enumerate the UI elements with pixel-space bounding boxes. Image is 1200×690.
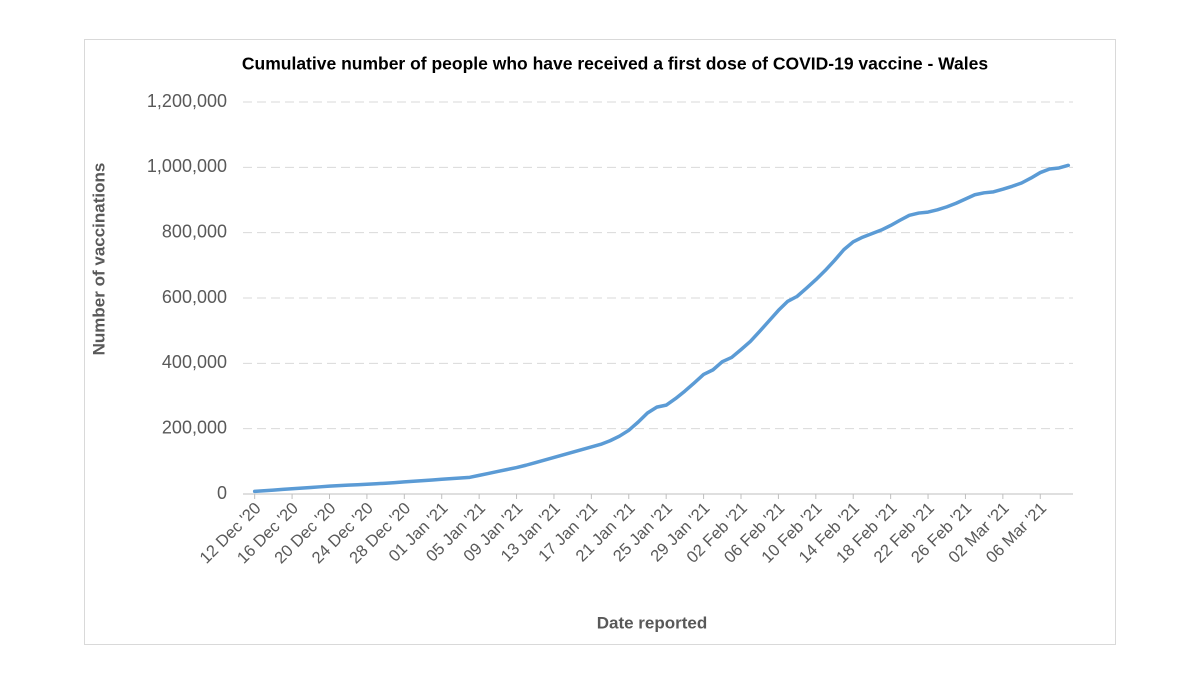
y-tick-label: 200,000 — [162, 417, 227, 437]
y-tick-label: 0 — [217, 483, 227, 503]
data-line — [252, 163, 1071, 494]
y-tick-label: 1,200,000 — [147, 91, 227, 111]
y-tick-label: 1,000,000 — [147, 156, 227, 176]
y-tick-label: 400,000 — [162, 352, 227, 372]
x-axis-title: Date reported — [597, 613, 708, 632]
y-tick-label: 800,000 — [162, 221, 227, 241]
y-axis-title: Number of vaccinations — [89, 163, 108, 356]
chart-title: Cumulative number of people who have rec… — [242, 54, 988, 74]
y-tick-label: 600,000 — [162, 287, 227, 307]
chart-border — [84, 39, 1116, 645]
